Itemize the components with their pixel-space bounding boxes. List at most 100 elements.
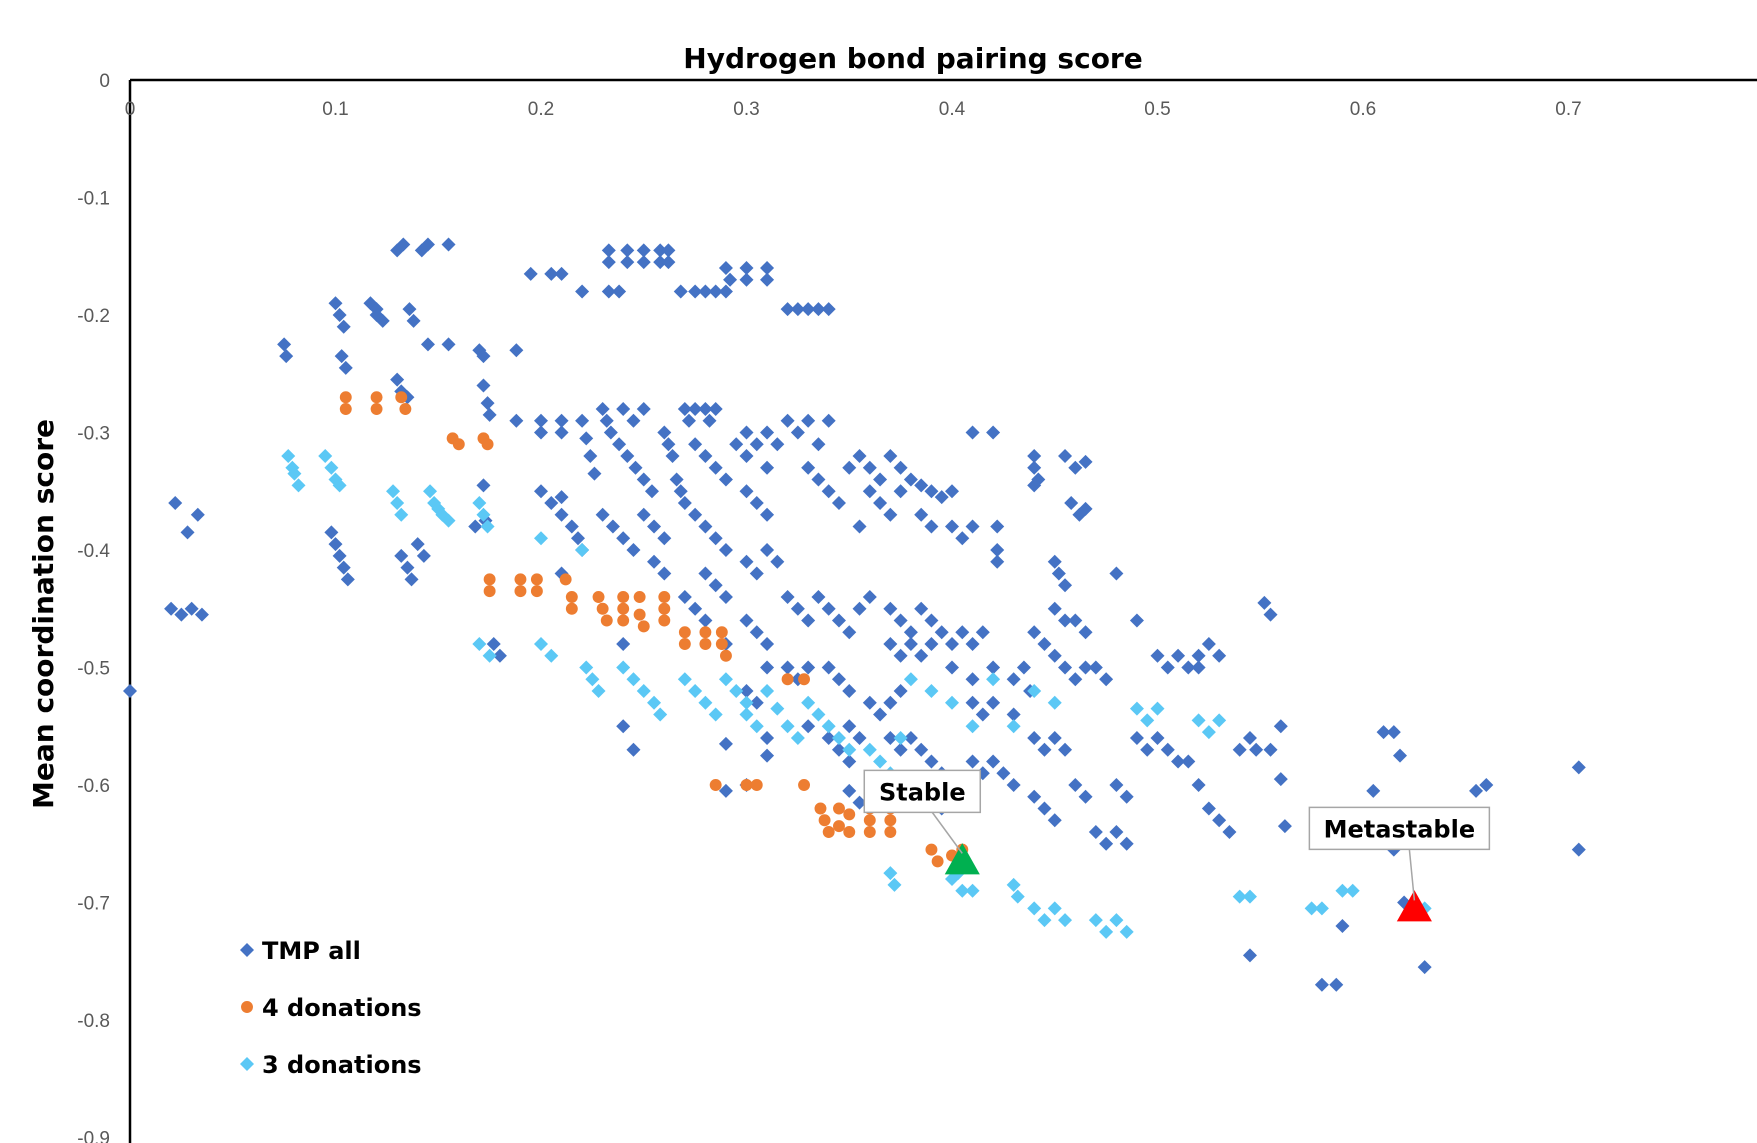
data-point bbox=[1078, 501, 1093, 516]
data-point bbox=[340, 572, 355, 587]
axes bbox=[128, 78, 1757, 1143]
legend-marker bbox=[240, 943, 254, 957]
data-point bbox=[1376, 725, 1391, 740]
data-point bbox=[636, 243, 651, 258]
data-point bbox=[1027, 449, 1042, 463]
data-point bbox=[720, 649, 732, 662]
data-point bbox=[287, 466, 302, 481]
data-point bbox=[718, 672, 733, 687]
data-point bbox=[669, 472, 684, 487]
data-point bbox=[390, 496, 405, 510]
data-point bbox=[406, 313, 421, 328]
data-point bbox=[862, 460, 877, 475]
data-point bbox=[523, 266, 538, 281]
data-point bbox=[1222, 825, 1237, 839]
data-point bbox=[677, 672, 692, 687]
data-point bbox=[698, 566, 713, 581]
data-point bbox=[324, 460, 339, 475]
x-tick-label: 0.6 bbox=[1350, 99, 1376, 120]
data-point bbox=[831, 496, 846, 510]
data-point bbox=[1249, 742, 1264, 757]
data-point bbox=[821, 302, 836, 317]
data-point bbox=[893, 484, 908, 499]
data-point bbox=[986, 695, 1001, 710]
data-point bbox=[965, 637, 980, 651]
data-point bbox=[965, 672, 980, 687]
data-point bbox=[1109, 566, 1124, 581]
data-point bbox=[739, 261, 754, 275]
data-point bbox=[420, 237, 435, 252]
data-point bbox=[476, 349, 491, 364]
data-point bbox=[486, 637, 501, 651]
data-point bbox=[476, 378, 491, 393]
data-point bbox=[1386, 725, 1401, 740]
data-point bbox=[1068, 460, 1083, 475]
data-point bbox=[798, 673, 810, 686]
data-point bbox=[534, 484, 548, 499]
data-point bbox=[554, 490, 569, 505]
data-point bbox=[760, 272, 775, 287]
data-point bbox=[441, 337, 456, 352]
data-point bbox=[718, 472, 733, 487]
data-point bbox=[965, 425, 980, 440]
data-point bbox=[1047, 601, 1062, 616]
data-point bbox=[893, 684, 908, 698]
data-point bbox=[718, 543, 733, 557]
data-point bbox=[570, 531, 585, 546]
data-point bbox=[688, 284, 703, 299]
data-point bbox=[965, 883, 980, 898]
data-point bbox=[626, 742, 641, 757]
data-point bbox=[601, 243, 616, 258]
data-point bbox=[821, 484, 836, 499]
data-point bbox=[811, 472, 826, 487]
data-point bbox=[1314, 977, 1329, 992]
data-point bbox=[873, 472, 888, 487]
data-point bbox=[585, 672, 600, 687]
data-point bbox=[760, 731, 775, 745]
data-point bbox=[862, 742, 877, 757]
callout-leader bbox=[1408, 849, 1416, 901]
data-point bbox=[1006, 778, 1021, 792]
data-point bbox=[1366, 783, 1381, 798]
data-point bbox=[332, 308, 347, 322]
data-point bbox=[1037, 913, 1052, 928]
data-point bbox=[661, 255, 676, 270]
data-point bbox=[281, 449, 296, 463]
data-point bbox=[565, 591, 578, 603]
data-point bbox=[677, 590, 692, 604]
data-point bbox=[328, 296, 343, 311]
data-point bbox=[975, 625, 990, 640]
data-point bbox=[986, 660, 1001, 675]
data-point bbox=[822, 826, 835, 838]
data-point bbox=[1150, 648, 1165, 663]
data-point bbox=[852, 601, 867, 616]
series-4 bbox=[1396, 890, 1432, 922]
data-point bbox=[617, 602, 630, 615]
data-point bbox=[1329, 977, 1344, 992]
data-point bbox=[390, 372, 405, 387]
data-point bbox=[599, 413, 614, 428]
data-point bbox=[370, 391, 383, 404]
x-tick-label: 0.4 bbox=[939, 99, 966, 120]
data-point bbox=[554, 507, 569, 522]
data-point bbox=[1392, 748, 1407, 763]
data-point bbox=[592, 591, 605, 603]
data-point bbox=[399, 403, 412, 415]
data-point bbox=[934, 490, 949, 505]
data-point bbox=[1099, 672, 1114, 687]
data-point bbox=[1119, 836, 1134, 851]
data-point bbox=[1150, 701, 1165, 716]
data-point bbox=[811, 302, 826, 317]
data-point bbox=[814, 802, 827, 815]
data-point bbox=[831, 742, 846, 757]
data-point bbox=[1212, 713, 1227, 728]
data-point bbox=[1273, 719, 1288, 734]
data-point bbox=[831, 731, 846, 745]
data-point bbox=[760, 543, 775, 557]
data-point bbox=[749, 496, 764, 510]
data-point bbox=[1068, 613, 1083, 628]
data-point bbox=[944, 843, 980, 875]
y-tick-labels: 0 -0.1 -0.2 -0.3 -0.4 -0.5 -0.6 -0.7 -0.8 -0.9 bbox=[77, 71, 110, 1143]
data-point bbox=[883, 507, 898, 522]
